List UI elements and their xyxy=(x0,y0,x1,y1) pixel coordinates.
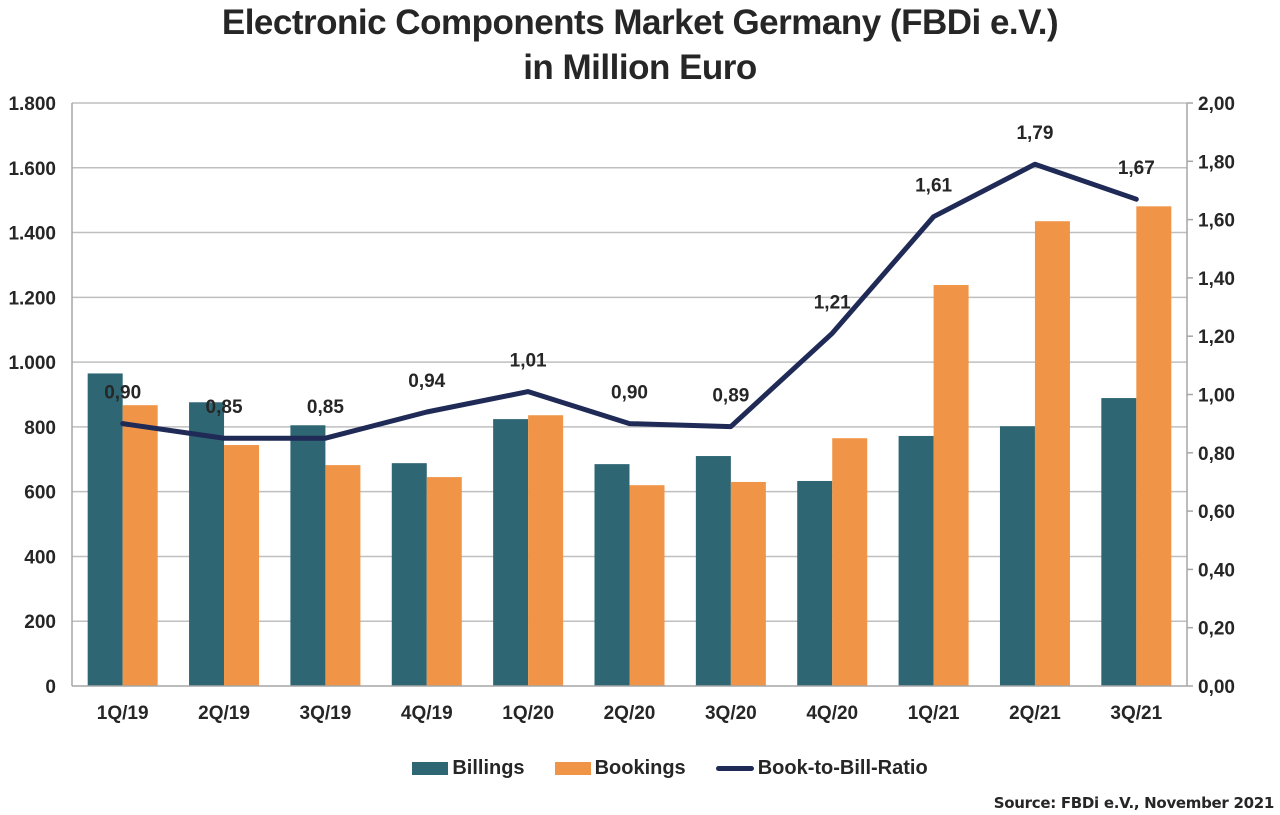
x-tick-label: 2Q/21 xyxy=(1009,703,1061,724)
ratio-data-label: 1,67 xyxy=(1118,158,1155,179)
ratio-data-label: 0,94 xyxy=(408,371,445,392)
y-left-tick-label: 200 xyxy=(24,612,56,633)
y-left-tick-label: 1.200 xyxy=(8,288,56,309)
legend-swatch-ratio xyxy=(715,766,754,771)
y-left-tick-label: 1.000 xyxy=(8,353,56,374)
y-left-tick-label: 0 xyxy=(45,677,56,698)
bar-billings xyxy=(493,419,529,686)
legend-swatch-bookings xyxy=(554,762,591,775)
legend-swatch-billings xyxy=(412,762,449,775)
ratio-data-label: 0,85 xyxy=(307,397,344,418)
x-tick-label: 4Q/20 xyxy=(806,703,858,724)
chart-subtitle: in Million Euro xyxy=(523,48,757,87)
x-tick-label: 3Q/19 xyxy=(300,703,352,724)
bar-bookings xyxy=(933,285,969,686)
bar-bookings xyxy=(1136,206,1172,686)
bar-bookings xyxy=(1034,221,1070,686)
bar-bookings xyxy=(224,445,260,686)
x-tick-label: 1Q/20 xyxy=(502,703,554,724)
bar-bookings xyxy=(730,481,766,686)
bars-group xyxy=(87,206,1172,686)
legend-label-billings: Billings xyxy=(452,757,525,779)
x-tick-label: 2Q/19 xyxy=(198,703,250,724)
y-right-tick-label: 1,00 xyxy=(1198,386,1235,407)
x-tick-label: 2Q/20 xyxy=(604,703,656,724)
y-right-tick-label: 1,40 xyxy=(1198,269,1235,290)
bar-billings xyxy=(290,425,326,686)
ratio-data-label: 1,61 xyxy=(915,176,952,197)
legend-item-ratio: Book-to-Bill-Ratio xyxy=(715,757,928,780)
chart-title: Electronic Components Market Germany (FB… xyxy=(0,0,1280,90)
y-right-tick-label: 0,00 xyxy=(1198,677,1235,698)
bar-bookings xyxy=(426,477,462,686)
ratio-data-label: 1,79 xyxy=(1016,123,1053,144)
legend-item-billings: Billings xyxy=(412,757,525,780)
ratio-line xyxy=(120,161,1139,441)
bar-bookings xyxy=(325,465,361,686)
chart-title-line: Electronic Components Market Germany (FB… xyxy=(221,3,1059,42)
bar-bookings xyxy=(832,438,868,686)
legend-label-ratio: Book-to-Bill-Ratio xyxy=(757,757,928,779)
y-left-tick-label: 600 xyxy=(24,483,56,504)
ratio-data-label: 1,21 xyxy=(814,292,851,313)
x-tick-label: 3Q/21 xyxy=(1110,703,1162,724)
y-right-tick-label: 1,80 xyxy=(1198,152,1235,173)
ratio-data-label: 0,89 xyxy=(712,386,749,407)
y-right-tick-label: 2,00 xyxy=(1198,94,1235,115)
bar-billings xyxy=(1101,398,1137,686)
x-tick-label: 1Q/21 xyxy=(908,703,960,724)
ratio-data-label: 0,90 xyxy=(611,383,648,404)
y-left-tick-label: 1.800 xyxy=(8,94,56,115)
ratio-data-label: 1,01 xyxy=(510,351,547,372)
bar-billings xyxy=(999,426,1035,686)
x-tick-label: 4Q/19 xyxy=(401,703,453,724)
bar-billings xyxy=(695,456,731,686)
y-left-tick-label: 1.600 xyxy=(8,159,56,180)
bar-billings xyxy=(797,480,833,686)
axes-group: 0 200 400 600 800 1.000 1.200 1.400 1.600 1.800 0,… xyxy=(8,94,1235,724)
bar-billings xyxy=(898,435,934,686)
ratio-data-label: 0,90 xyxy=(104,383,141,404)
bar-billings xyxy=(189,402,225,686)
ratio-line-group xyxy=(120,161,1139,441)
bar-bookings xyxy=(629,485,665,686)
bar-billings xyxy=(87,373,123,686)
x-tick-label: 1Q/19 xyxy=(97,703,149,724)
y-left-tick-label: 800 xyxy=(24,418,56,439)
bar-bookings xyxy=(528,415,564,686)
source-note: Source: FBDi e.V., November 2021 xyxy=(993,794,1275,812)
y-right-tick-label: 0,80 xyxy=(1198,444,1235,465)
legend-item-bookings: Bookings xyxy=(554,757,686,780)
y-left-tick-label: 1.400 xyxy=(8,224,56,245)
bar-billings xyxy=(594,464,630,686)
y-right-tick-label: 0,20 xyxy=(1198,619,1235,640)
y-right-tick-label: 0,60 xyxy=(1198,502,1235,523)
data-labels-group: 0,90 0,85 0,85 0,94 1,01 0,90 0,89 1,21 1,61 1,79… xyxy=(104,123,1155,418)
y-right-tick-label: 0,40 xyxy=(1198,560,1235,581)
bar-bookings xyxy=(122,405,158,686)
bar-billings xyxy=(391,463,427,686)
y-right-tick-label: 1,60 xyxy=(1198,211,1235,232)
y-left-tick-label: 400 xyxy=(24,547,56,568)
legend-label-bookings: Bookings xyxy=(594,757,686,779)
ratio-data-label: 0,85 xyxy=(206,397,243,418)
legend: Billings Bookings Book-to-Bill-Ratio xyxy=(0,757,1280,780)
x-tick-label: 3Q/20 xyxy=(705,703,757,724)
y-right-tick-label: 1,20 xyxy=(1198,327,1235,348)
